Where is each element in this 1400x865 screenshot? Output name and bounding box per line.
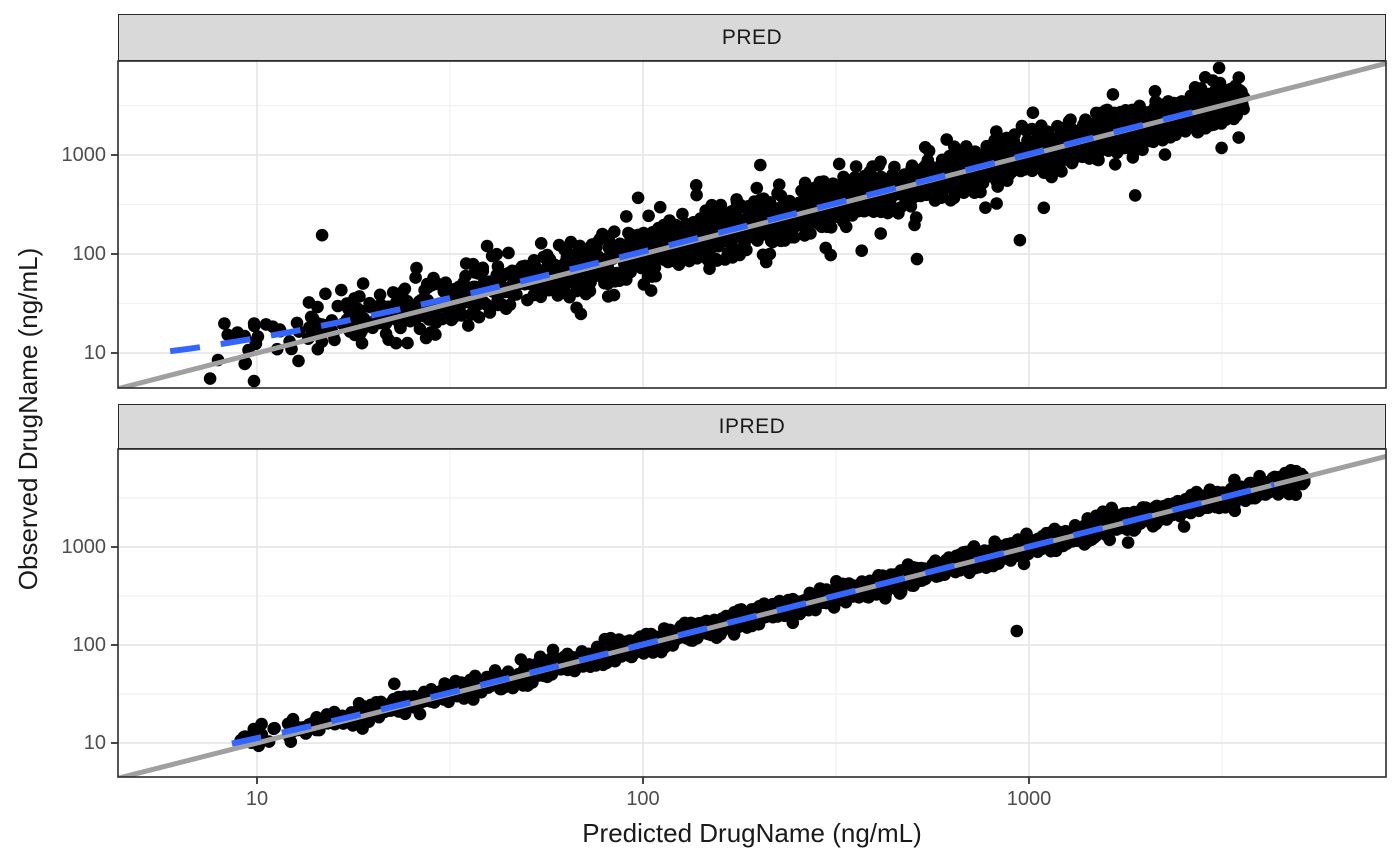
smooth-trend-line [169,104,1214,355]
panel-border [117,60,1387,389]
y-tick-label: 10 [83,732,106,754]
x-tick-label: 10 [245,788,269,810]
facet-strip-pred-label: PRED [721,25,783,49]
y-tick-marks [111,546,118,744]
y-tick-label: 10 [83,342,106,364]
outlier-point [1010,624,1024,638]
smooth-trend-line [231,481,1275,747]
y-axis-title: Observed DrugName (ng/mL) [13,247,43,591]
facet-panel-pred [118,61,1386,388]
facet-panel-ipred [118,449,1386,777]
outlier-point [1013,233,1027,247]
panel-border [117,448,1387,778]
y-tick-label: 1000 [61,144,107,166]
y-tick-label: 1000 [61,536,107,558]
facet-strip-pred: PRED [118,14,1386,61]
facet-strip-ipred: IPRED [118,404,1386,449]
x-tick-marks [256,777,1030,784]
y-tick-marks [111,154,118,354]
facet-strip-ipred-label: IPRED [718,414,786,438]
x-axis-title: Predicted DrugName (ng/mL) [582,818,922,848]
y-tick-label: 100 [72,243,106,265]
y-tick-label: 100 [72,634,106,656]
x-tick-label: 1000 [1006,788,1052,810]
x-tick-label: 100 [626,788,660,810]
